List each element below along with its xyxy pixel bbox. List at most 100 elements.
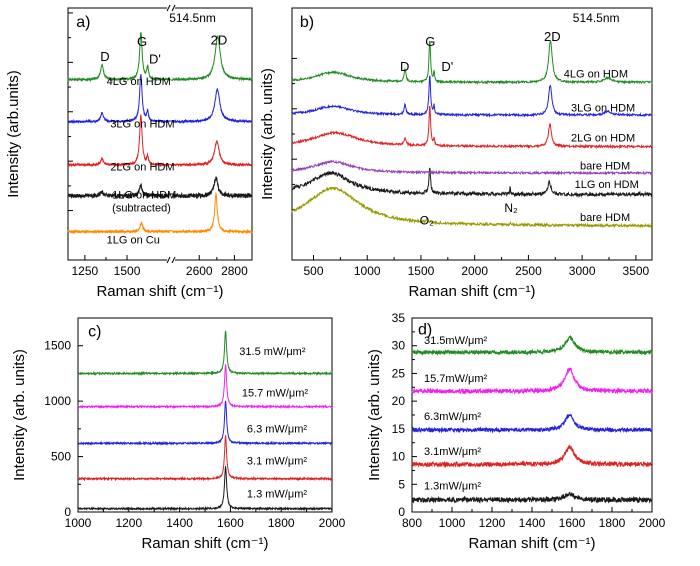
panel-d-ticks: 800 1000 1200 1400 1600 1800 2000 0 5 10 15 20 25 30 3… — [392, 311, 666, 530]
panel-a: 1250 1500 2600 2800 4LG on HDM 3LG on HDM 2LG … — [5, 4, 253, 300]
annotation-a: a) — [76, 14, 90, 31]
annotation-d: D' — [441, 59, 453, 74]
x-axis-label: Raman shift (cm⁻¹) — [408, 283, 535, 300]
annotation-n: N₂ — [504, 201, 518, 215]
y-axis-label: Intensity (arb. units) — [11, 349, 28, 481]
y-tick-label: 15 — [392, 422, 406, 436]
panel-c: 1000 1200 1400 1600 1800 2000 0 500 1000 1500 31.5… — [11, 317, 346, 552]
trace-label-2lg-on-hdm: 2LG on HDM — [110, 162, 174, 174]
annotation-d: d) — [418, 321, 432, 338]
x-tick-label: 3000 — [569, 264, 596, 278]
trace-1-3mw-m — [411, 491, 653, 504]
trace-bare-hdm — [291, 186, 653, 229]
annotation-514-5nm: 514.5nm — [573, 11, 620, 25]
panel-a-traces — [67, 32, 253, 235]
trace-label-31-5mw-m: 31.5mW/μm² — [424, 335, 488, 347]
trace-3-1-mw-m — [77, 435, 333, 482]
trace-label-4lg-on-hdm: 4LG on HDM — [107, 76, 171, 88]
annotation-514-5nm: 514.5nm — [169, 11, 216, 25]
trace-3lg-on-hdm — [67, 74, 253, 125]
x-tick-label: 1200 — [479, 516, 506, 530]
trace-label-15-7-mw-m: 15.7 mW/μm² — [242, 388, 309, 400]
trace-1lg-on-hdm-subtracted — [67, 176, 253, 200]
x-tick-label: 2000 — [639, 516, 666, 530]
x-tick-label: 1000 — [439, 516, 466, 530]
trace-31-5mw-m — [411, 334, 653, 357]
y-tick-label: 500 — [51, 450, 71, 464]
trace-3-1mw-m — [411, 444, 653, 469]
trace-label-1lg-on-cu: 1LG on Cu — [107, 235, 160, 247]
trace-31-5-mw-m — [77, 330, 333, 377]
x-tick-label: 1400 — [519, 516, 546, 530]
trace-4lg-on-hdm — [291, 40, 653, 85]
trace-label-15-7mw-m: 15.7mW/μm² — [424, 373, 488, 385]
trace-label-1-3-mw-m: 1.3 mW/μm² — [247, 488, 307, 500]
trace-label-6-3mw-m: 6.3mW/μm² — [424, 411, 481, 423]
panel-a-ticks: 1250 1500 2600 2800 — [68, 12, 248, 278]
trace-2lg-on-hdm — [67, 114, 253, 168]
x-tick-label: 1800 — [268, 516, 295, 530]
x-tick-label: 3500 — [623, 264, 650, 278]
trace-1lg-on-hdm — [291, 167, 653, 198]
trace-15-7mw-m — [411, 367, 653, 395]
x-tick-label: 800 — [402, 516, 422, 530]
y-axis-label: Intensity (arb. units) — [366, 349, 383, 481]
x-tick-label: 1800 — [599, 516, 626, 530]
x-tick-label: 2000 — [461, 264, 488, 278]
trace-label-31-5-mw-m: 31.5 mW/μm² — [239, 346, 306, 358]
y-tick-label: 0 — [398, 505, 405, 519]
y-tick-label: 30 — [392, 339, 406, 353]
annotation-d: D' — [149, 51, 161, 66]
trace-label-4lg-on-hdm: 4LG on HDM — [564, 68, 628, 80]
y-axis-label: Intensity (arb. units) — [259, 68, 276, 200]
x-tick-label: 1500 — [114, 264, 141, 278]
x-axis-label: Raman shift (cm⁻¹) — [141, 535, 268, 552]
y-tick-label: 5 — [398, 477, 405, 491]
x-tick-label: 500 — [303, 264, 323, 278]
y-tick-label: 20 — [392, 394, 406, 408]
trace-label-1lg-on-hdm: 1LG on HDM — [112, 189, 176, 201]
x-tick-label: 1000 — [65, 516, 92, 530]
x-tick-label: 1500 — [408, 264, 435, 278]
trace-label-3-1mw-m: 3.1mW/μm² — [424, 446, 481, 458]
x-tick-label: 1600 — [217, 516, 244, 530]
trace-label-2lg-on-hdm: 2LG on HDM — [571, 133, 635, 145]
x-axis-label: Raman shift (cm⁻¹) — [468, 535, 595, 552]
panel-c-ticks: 1000 1200 1400 1600 1800 2000 0 500 1000 1500 — [44, 339, 345, 530]
trace-label-3-1-mw-m: 3.1 mW/μm² — [247, 455, 307, 467]
axis-break — [167, 258, 176, 262]
x-tick-label: 2600 — [186, 264, 213, 278]
x-tick-label: 1000 — [354, 264, 381, 278]
trace-label-6-3-mw-m: 6.3 mW/μm² — [247, 423, 307, 435]
x-tick-label: 1200 — [115, 516, 142, 530]
trace-bare-hdm — [291, 159, 653, 176]
trace-15-7-mw-m — [77, 364, 333, 410]
trace-3lg-on-hdm — [291, 75, 653, 118]
panel-b-traces — [291, 40, 653, 229]
trace-label-1lg-on-hdm: 1LG on HDM — [575, 179, 639, 191]
panel-b-ticks: 500 1000 1500 2000 2500 3000 3500 — [292, 57, 650, 278]
trace-2lg-on-hdm — [291, 105, 653, 150]
panel-d: 800 1000 1200 1400 1600 1800 2000 0 5 10 15 20 25 30 3… — [366, 311, 666, 552]
x-tick-label: 2000 — [319, 516, 346, 530]
y-tick-label: 25 — [392, 366, 406, 380]
trace-label-3lg-on-hdm: 3LG on HDM — [571, 102, 635, 114]
x-axis-label: Raman shift (cm⁻¹) — [96, 283, 223, 300]
trace-label-bare-hdm: bare HDM — [580, 160, 630, 172]
trace-label-bare-hdm: bare HDM — [580, 212, 630, 224]
trace-4lg-on-hdm — [67, 32, 253, 83]
panel-c-traces — [77, 330, 333, 512]
annotation-d: D — [400, 59, 409, 74]
y-tick-label: 0 — [64, 505, 71, 519]
trace-label-subtracted: (subtracted) — [112, 202, 171, 214]
annotation-g: G — [425, 34, 435, 49]
x-tick-label: 1400 — [166, 516, 193, 530]
y-tick-label: 1000 — [44, 394, 71, 408]
panel-d-traces — [411, 334, 653, 504]
annotation-2d: 2D — [211, 33, 228, 48]
y-axis-label: Intensity (arb.units) — [5, 70, 22, 198]
x-tick-label: 2500 — [515, 264, 542, 278]
trace-1lg-on-cu — [67, 191, 253, 235]
